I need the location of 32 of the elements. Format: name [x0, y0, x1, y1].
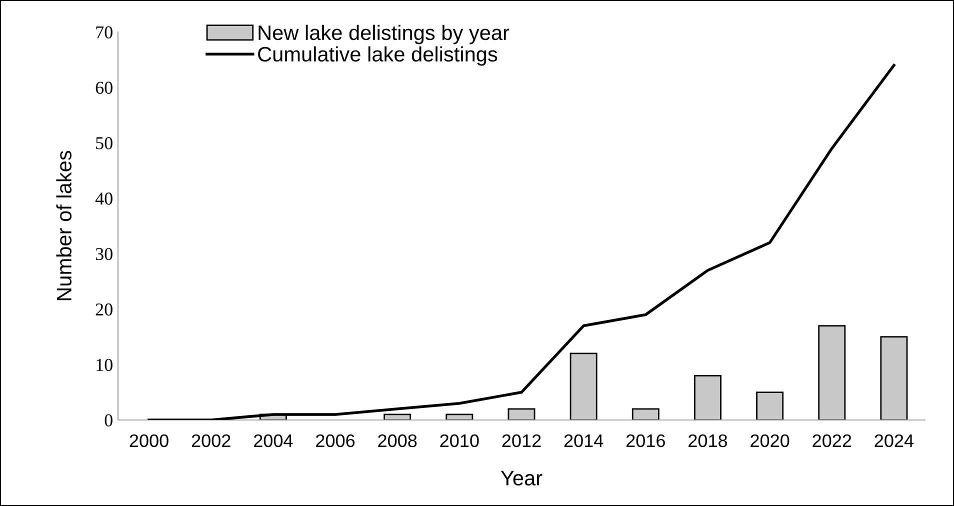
- y-tick-label: 10: [96, 358, 112, 372]
- x-tick-label: 2018: [688, 434, 728, 448]
- y-tick-label: 70: [96, 26, 112, 38]
- x-tick-label: 2022: [812, 434, 852, 448]
- x-tick-label: 2020: [750, 434, 790, 448]
- x-tick-label: 2014: [564, 434, 604, 448]
- x-tick-label: 2004: [254, 434, 293, 448]
- x-tick-label: 2016: [626, 434, 665, 448]
- x-tick-label: 2024: [874, 434, 914, 448]
- legend-label: Cumulative lake delistings: [258, 46, 498, 66]
- bar: [508, 408, 536, 420]
- bar: [818, 325, 846, 420]
- x-tick-label: 2000: [130, 434, 168, 448]
- bar: [756, 392, 784, 420]
- y-axis-title: Number of lakes: [56, 150, 72, 300]
- y-tick-label: 0: [104, 414, 112, 426]
- bar: [632, 408, 660, 420]
- y-tick-label: 20: [96, 303, 112, 316]
- y-tick-label: 50: [96, 137, 112, 150]
- legend-label: New lake delistings by year: [258, 24, 510, 44]
- x-tick-label: 2008: [378, 434, 417, 448]
- x-axis-title: Year: [500, 470, 542, 486]
- y-tick-label: 40: [95, 192, 112, 205]
- bar: [880, 336, 908, 420]
- y-tick-label: 60: [96, 82, 112, 94]
- x-tick-label: 2006: [316, 434, 355, 448]
- x-tick-label: 2012: [502, 434, 541, 448]
- bar: [570, 352, 598, 420]
- bar: [694, 374, 722, 420]
- x-tick-label: 2010: [440, 434, 479, 448]
- y-tick-label: 30: [96, 248, 112, 260]
- x-tick-label: 2002: [192, 434, 230, 448]
